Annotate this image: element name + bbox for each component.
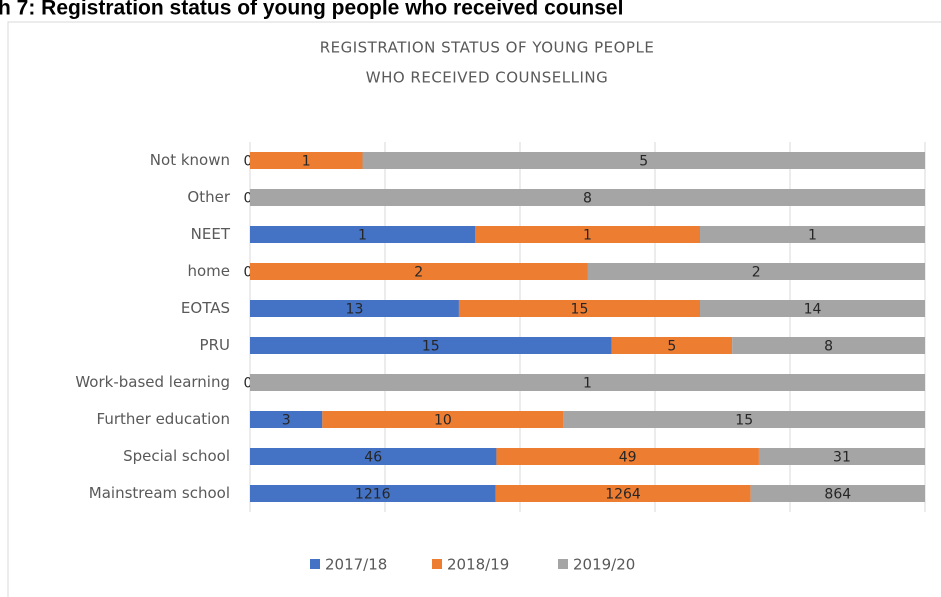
page-heading: h 7: Registration status of young people… [0, 0, 623, 20]
chart-title: WHO RECEIVED COUNSELLING [366, 69, 608, 87]
y-tick-label: EOTAS [181, 299, 230, 317]
data-label: 0 [244, 154, 253, 170]
data-label: 2 [752, 265, 761, 281]
data-label: 0 [244, 376, 253, 392]
legend-label: 2017/18 [325, 556, 387, 574]
data-label: 15 [422, 339, 440, 355]
bar-segment [250, 485, 496, 502]
data-label: 15 [571, 302, 589, 318]
data-label: 5 [639, 154, 648, 170]
bar-segment [250, 448, 497, 465]
bar-segment [250, 226, 475, 243]
data-label: 5 [667, 339, 676, 355]
bar-segment [732, 337, 925, 354]
bar-segment [458, 300, 700, 317]
y-tick-label: Other [187, 188, 230, 206]
data-label: 49 [619, 450, 637, 466]
bar-segment [250, 152, 363, 169]
data-label: 14 [804, 302, 822, 318]
y-tick-label: PRU [200, 336, 230, 354]
bar-segment [250, 189, 925, 206]
data-label: 1 [808, 228, 817, 244]
data-label: 1 [302, 154, 311, 170]
legend-label: 2018/19 [447, 556, 509, 574]
chart-title: REGISTRATION STATUS OF YOUNG PEOPLE [320, 39, 655, 57]
data-label: 10 [434, 413, 452, 429]
bar-segment [250, 300, 459, 317]
y-tick-label: Special school [123, 447, 230, 465]
data-label: 0 [244, 265, 253, 281]
data-label: 8 [824, 339, 833, 355]
bar-segment [250, 263, 588, 280]
data-label: 1264 [605, 487, 641, 503]
legend-swatch [310, 559, 320, 569]
bar-segment [322, 411, 564, 428]
bar-segment [250, 411, 323, 428]
bar-segment [700, 226, 925, 243]
data-label: 13 [346, 302, 364, 318]
data-label: 1 [358, 228, 367, 244]
y-tick-label: home [187, 262, 230, 280]
data-label: 8 [583, 191, 592, 207]
data-label: 3 [282, 413, 291, 429]
legend-swatch [432, 559, 442, 569]
y-tick-label: Work-based learning [75, 373, 230, 391]
bar-segment [495, 485, 751, 502]
bar-segment [250, 374, 925, 391]
bar-segment [496, 448, 759, 465]
data-label: 15 [735, 413, 753, 429]
bar-segment [362, 152, 925, 169]
data-label: 46 [364, 450, 382, 466]
data-label: 1 [583, 376, 592, 392]
data-label: 31 [833, 450, 851, 466]
y-tick-label: Mainstream school [89, 484, 230, 502]
bar-segment [587, 263, 925, 280]
legend-label: 2019/20 [573, 556, 635, 574]
bar-segment [563, 411, 925, 428]
data-label: 1216 [355, 487, 391, 503]
y-tick-label: NEET [191, 225, 231, 243]
bar-segment [750, 485, 925, 502]
bar-segment [250, 337, 612, 354]
bar-segment [611, 337, 733, 354]
bar-segment [475, 226, 700, 243]
data-label: 864 [824, 487, 851, 503]
data-label: 0 [244, 191, 253, 207]
data-label: 1 [583, 228, 592, 244]
y-tick-label: Not known [150, 151, 230, 169]
bar-segment [758, 448, 925, 465]
bar-segment [700, 300, 925, 317]
y-tick-label: Further education [97, 410, 230, 428]
data-label: 2 [414, 265, 423, 281]
legend-swatch [558, 559, 568, 569]
